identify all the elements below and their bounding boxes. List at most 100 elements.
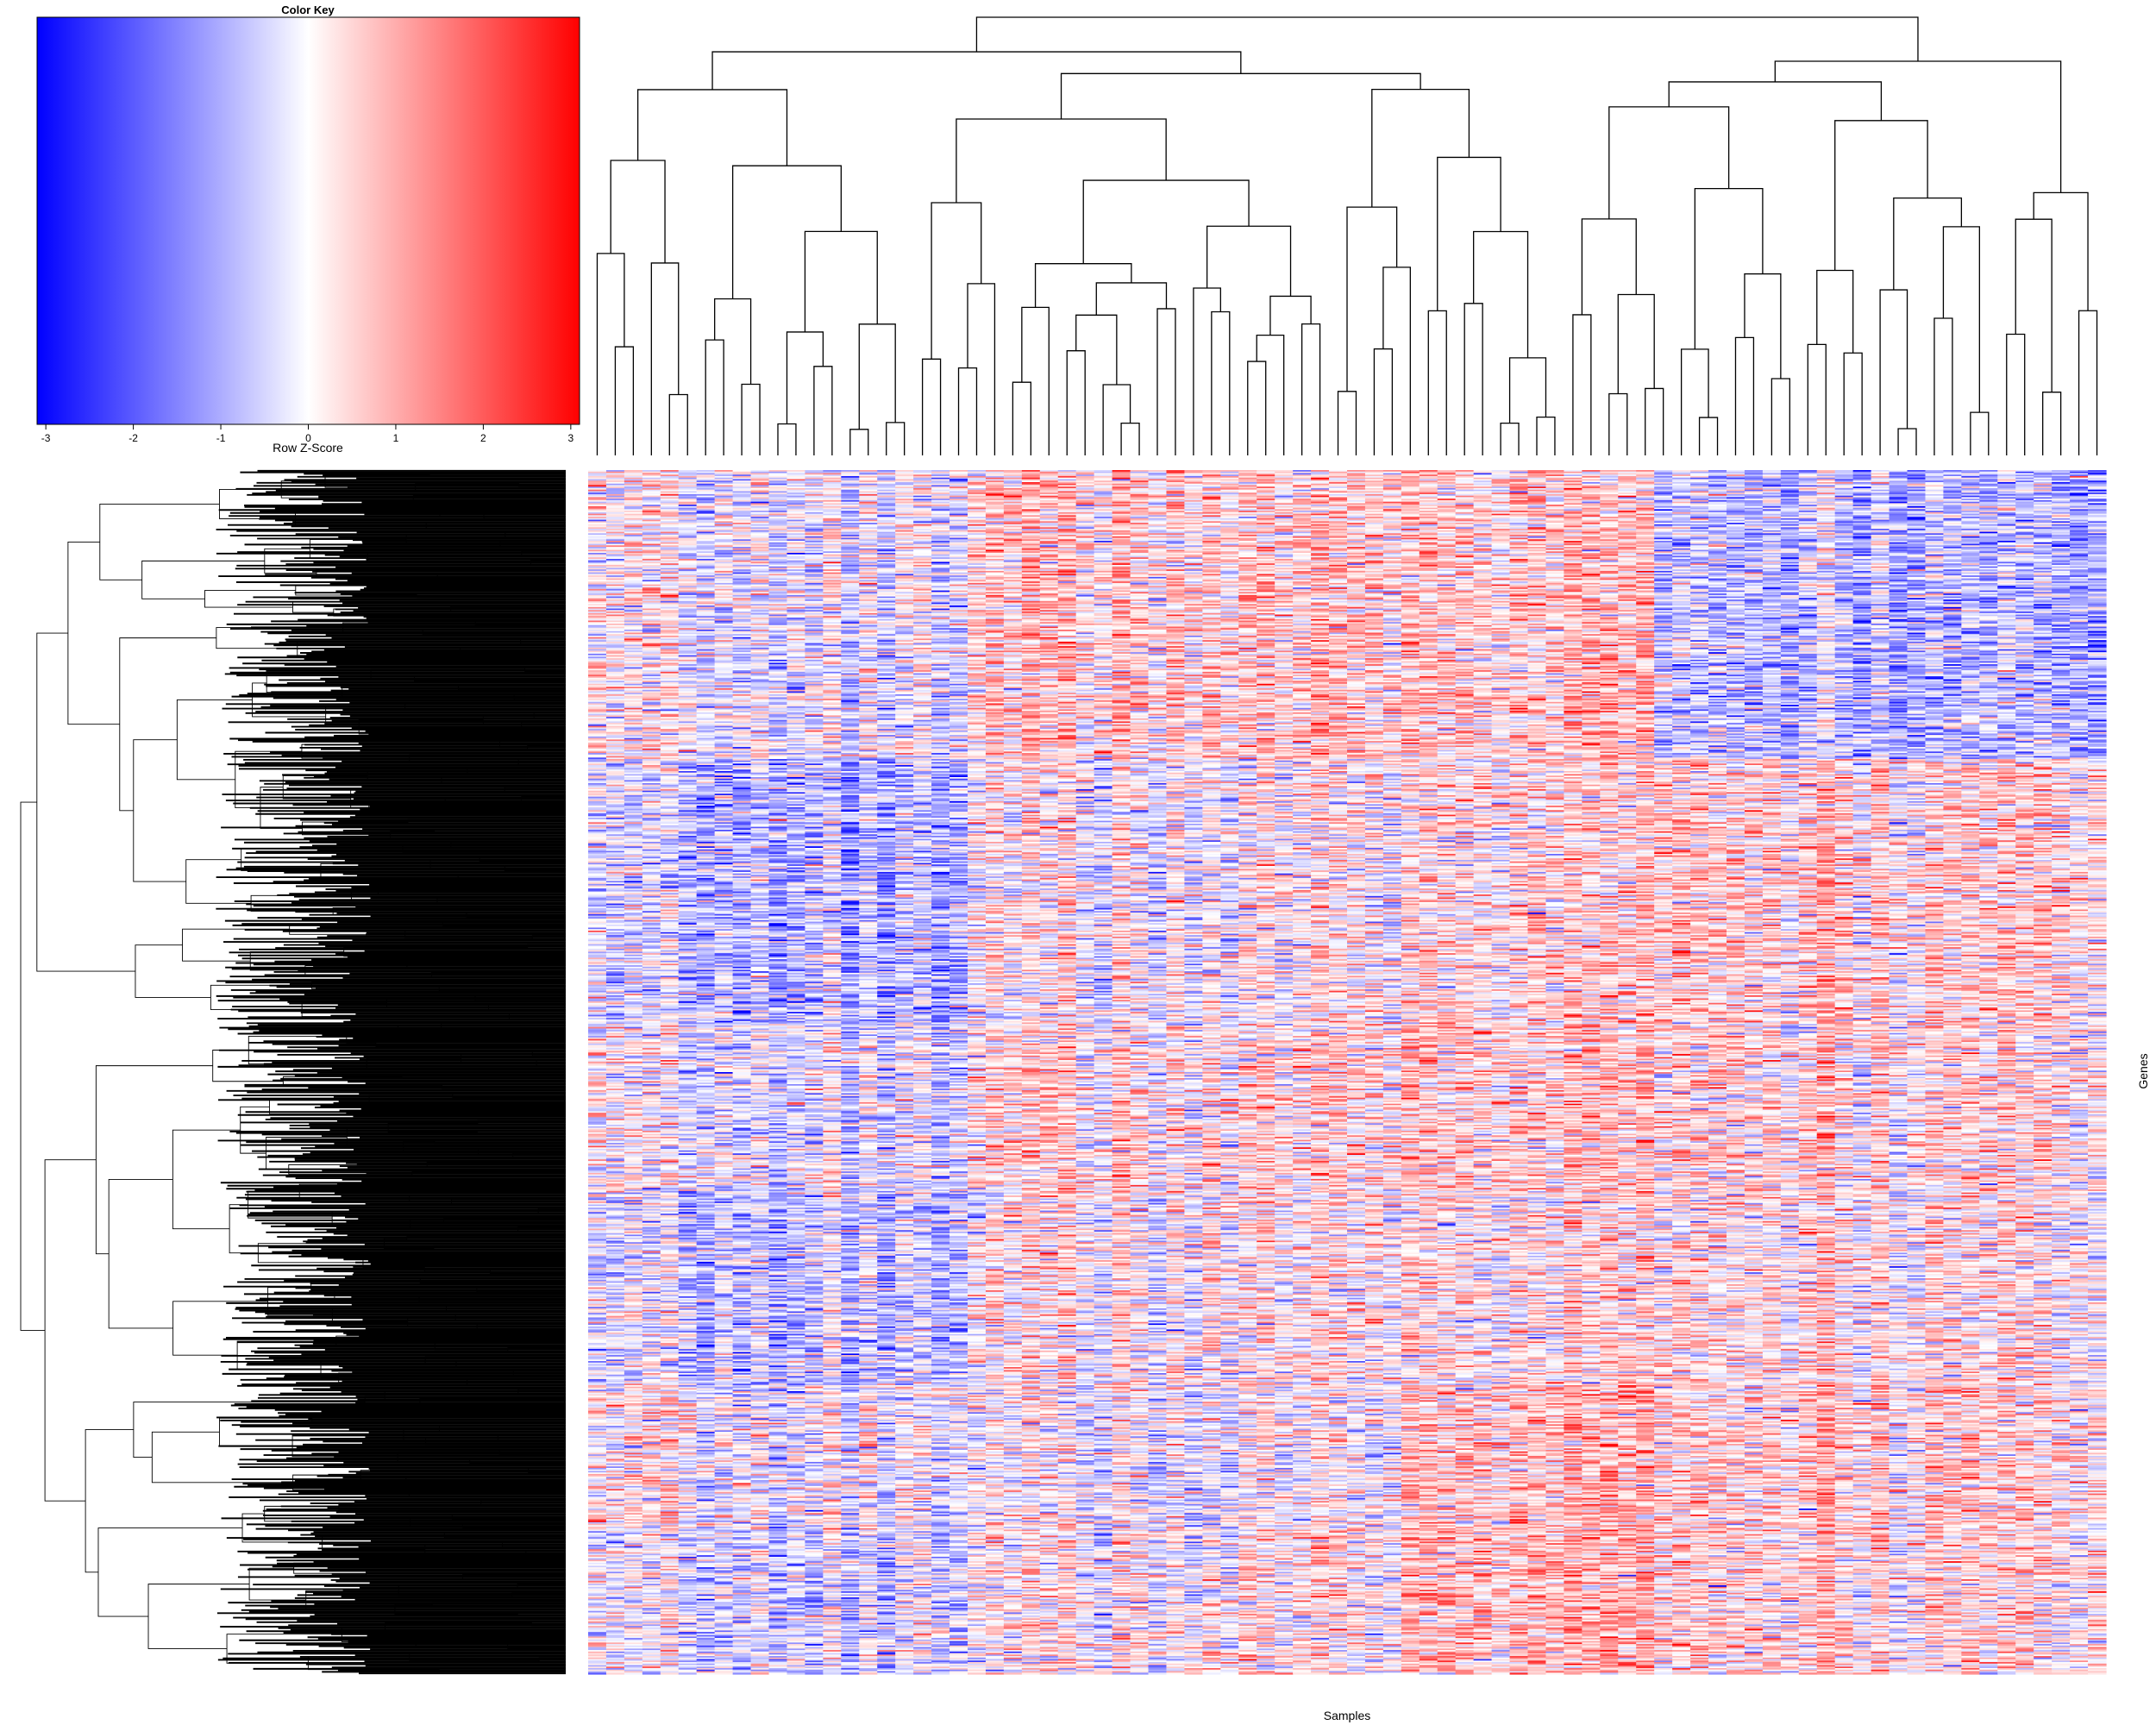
column-dendrogram-link [1645,388,1664,455]
column-dendrogram-link [805,231,877,332]
row-dendrogram-link [109,1179,172,1328]
column-dendrogram-link [931,203,981,359]
column-dendrogram-link [651,263,678,455]
column-dendrogram-link [1898,429,1916,455]
column-dendrogram-link [1934,318,1952,455]
column-dendrogram-link [1212,312,1230,455]
column-dendrogram-link [1844,353,1862,455]
heatmap-cell [624,1672,643,1674]
color-key-title: Color Key [281,3,335,16]
column-dendrogram-link [1096,283,1166,315]
column-dendrogram-link [1510,358,1546,423]
heatmap-cells [588,470,2107,1675]
row-dendrogram [21,471,566,1673]
column-dendrogram-link [1573,315,1591,455]
column-dendrogram-link [638,90,787,166]
color-key-label: Row Z-Score [273,441,343,455]
column-dendrogram-link [1338,392,1357,455]
row-dendrogram-leaves [216,471,566,1673]
column-dendrogram-link [968,284,994,455]
column-dendrogram-link [1464,304,1482,455]
color-key-gradient [37,17,580,424]
row-dendrogram-link [68,542,120,724]
row-dendrogram-link [172,1130,240,1229]
column-dendrogram-link [615,347,633,455]
column-dendrogram-link [1618,294,1654,393]
column-dendrogram-link [2079,310,2097,455]
column-dendrogram-link [787,332,823,424]
column-dendrogram-link [1374,349,1392,455]
column-dendrogram-link [923,359,941,455]
row-dendrogram-link [37,633,135,971]
row-dendrogram-link [142,561,265,599]
column-dendrogram-link [1372,90,1470,208]
column-dendrogram-link [1383,267,1410,455]
column-dendrogram-link [1302,324,1320,455]
column-dendrogram-link [1207,226,1291,296]
column-dendrogram-link [2043,392,2061,455]
column-dendrogram-link [742,384,760,455]
color-key-tick-label: 2 [480,432,486,444]
column-dendrogram-link [1474,231,1528,357]
column-dendrogram-link [1582,219,1636,315]
row-dendrogram-link [135,945,210,998]
column-dendrogram-link [778,424,796,455]
column-dendrogram-link [1062,73,1421,119]
column-dendrogram-link [976,17,1918,61]
column-dendrogram-link [1775,61,2060,192]
column-dendrogram-link [850,430,868,455]
column-dendrogram-link [2007,335,2025,455]
row-dendrogram-link [45,1160,96,1502]
column-dendrogram-link [1012,382,1031,455]
column-dendrogram-link [733,166,842,298]
column-dendrogram-link [1817,270,1853,353]
color-key: Color Key -3 -2 -1 0 1 2 3 Row Z-Score [37,3,580,455]
color-key-tick-label: -2 [128,432,138,444]
column-dendrogram-link [597,254,624,455]
column-dendrogram-link [1735,337,1753,455]
column-dendrogram-link [1771,379,1789,455]
color-key-tick-label: 1 [393,432,399,444]
heatmap-cell [606,1672,625,1674]
row-dendrogram-link [148,1584,249,1649]
color-key-tick-label: -1 [216,432,226,444]
row-dendrogram-link [120,638,216,811]
heatmap-cell [588,1672,607,1674]
column-dendrogram-link [1501,423,1519,455]
column-dendrogram-link [2034,192,2088,310]
column-dendrogram-link [1121,423,1139,455]
row-dendrogram-link [21,802,45,1330]
column-dendrogram-link [715,298,751,384]
column-dendrogram-link [1083,180,1249,264]
column-dendrogram-link [1609,107,1729,219]
column-dendrogram-link [1609,393,1627,455]
column-dendrogram-link [956,119,1166,203]
column-dendrogram-link [1257,336,1283,455]
column-dendrogram-link [1537,417,1555,455]
column-dendrogram-link [1808,344,1826,455]
color-key-tick-label: 3 [568,432,574,444]
column-dendrogram-link [1943,227,1979,412]
column-dendrogram-link [712,52,1241,90]
column-dendrogram-link [2015,219,2052,392]
column-dendrogram-link [1894,198,1962,290]
row-dendrogram-link [98,1528,242,1617]
column-dendrogram-link [705,340,724,455]
column-dendrogram-link [887,423,905,455]
column-dendrogram-link [1036,264,1131,308]
column-dendrogram-link [1194,288,1220,455]
row-dendrogram-link [134,740,186,881]
column-dendrogram-link [1067,351,1085,455]
column-dendrogram-link [859,324,895,430]
column-dendrogram-link [1076,315,1117,385]
column-dendrogram-link [611,160,665,263]
column-dendrogram-link [1971,412,1989,455]
column-dendrogram-link [1270,296,1311,335]
row-dendrogram-link [85,1430,134,1572]
column-dendrogram-link [1669,82,1881,121]
column-dendrogram-link [1347,207,1397,392]
column-dendrogram-link [1438,157,1501,310]
row-dendrogram-link [96,1066,212,1254]
column-dendrogram-link [1745,274,1781,379]
column-dendrogram-link [959,368,977,455]
